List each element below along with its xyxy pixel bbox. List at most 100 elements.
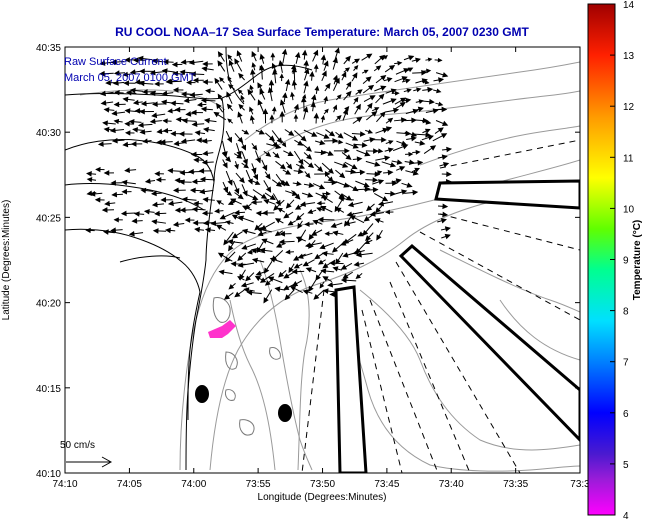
current-vector-head [379, 111, 386, 118]
current-vector-head [252, 194, 259, 201]
current-vector-head [227, 118, 233, 124]
annotation-line-1: Raw Surface Current [64, 56, 167, 68]
current-vector-head [329, 260, 335, 267]
current-vector-head [202, 196, 209, 203]
current-vector-head [337, 132, 344, 139]
current-vector-head [343, 220, 351, 227]
current-vector-head [372, 177, 379, 183]
current-vector-head [275, 242, 283, 248]
current-vector-head [149, 90, 156, 97]
current-vector-head [189, 92, 196, 98]
current-vector-head [191, 178, 198, 185]
current-vector-head [364, 239, 370, 245]
current-vector-head [272, 68, 278, 75]
current-vector-head [365, 235, 372, 242]
current-vector-head [344, 106, 350, 112]
current-vector-head [278, 239, 285, 245]
current-vector-head [241, 228, 248, 235]
current-vector-head [273, 204, 280, 211]
current-vector-head [257, 99, 263, 106]
y-tick-label: 40:15 [36, 384, 61, 395]
current-vector-head [287, 150, 294, 156]
current-vector-head [353, 261, 360, 267]
current-vector-head [340, 264, 348, 270]
current-vector-head [416, 87, 422, 93]
current-vector-head [159, 139, 166, 145]
current-vector-head [313, 49, 319, 56]
current-vector-head [249, 114, 255, 121]
current-vector-head [298, 158, 304, 165]
current-vector-head [179, 207, 186, 213]
current-vector-head [203, 117, 210, 124]
current-vector-head [344, 67, 351, 73]
current-vector-head [355, 251, 362, 258]
current-vector-head [173, 140, 180, 147]
current-vector-head [300, 135, 307, 142]
current-vector-head [335, 258, 341, 265]
current-vector-head [361, 142, 368, 148]
current-vector-head [425, 119, 432, 125]
y-tick-label: 40:35 [36, 43, 61, 54]
current-vector-head [357, 231, 364, 237]
current-vector-head [320, 149, 327, 156]
current-vector-head [355, 103, 361, 110]
current-vector-head [302, 289, 309, 295]
current-vector-head [249, 106, 254, 113]
current-vector-head [381, 137, 387, 143]
current-vector-head [86, 171, 92, 177]
current-vector-head [288, 130, 295, 136]
colorbar-tick-label: 12 [623, 102, 635, 113]
current-vector-head [293, 103, 299, 110]
current-vector-head [144, 178, 151, 184]
current-vector-head [446, 171, 452, 177]
current-vector-head [387, 117, 394, 123]
current-vector-head [196, 137, 202, 143]
current-vector-head [390, 190, 396, 197]
current-vector-head [214, 208, 220, 214]
current-vector-head [300, 96, 307, 103]
current-vector-head [137, 55, 144, 62]
current-vector-head [299, 201, 306, 207]
current-vector-head [110, 59, 117, 65]
current-vector-head [329, 291, 336, 298]
current-vector-head [172, 221, 179, 228]
current-vector-head [342, 273, 349, 279]
current-vector-head [128, 118, 135, 125]
current-vector-head [364, 151, 371, 157]
current-vector-head [205, 88, 211, 94]
current-vector-head [237, 193, 244, 200]
current-vector-head [228, 284, 235, 290]
current-vector-head [178, 179, 185, 185]
current-vector-head [142, 138, 148, 144]
current-vector-head [305, 172, 311, 179]
current-vector-head [407, 67, 414, 73]
current-vector-head [406, 88, 412, 94]
x-tick-label: 73:55 [246, 479, 271, 490]
current-vector-head [234, 188, 240, 195]
current-vector-head [260, 193, 268, 200]
current-vector-head [155, 176, 162, 183]
current-vector-head [113, 101, 120, 108]
current-vector-head [414, 167, 420, 173]
current-vector-head [353, 96, 359, 103]
current-vector-head [215, 224, 223, 230]
current-vector-head [124, 167, 130, 174]
current-vector-head [210, 220, 217, 227]
current-vector-head [334, 47, 340, 54]
current-vector-head [312, 219, 319, 225]
current-vector-head [427, 86, 434, 93]
current-vector-head [442, 72, 449, 78]
current-vector-head [231, 233, 239, 239]
current-vector-head [202, 61, 208, 67]
current-vector-head [322, 288, 329, 294]
current-vector-head [132, 127, 139, 133]
current-vector-head [401, 189, 408, 195]
current-vector-head [441, 106, 448, 113]
current-vector-head [154, 210, 160, 217]
current-vector-head [124, 57, 130, 63]
current-vector-head [237, 262, 244, 268]
current-vector-head [309, 71, 315, 77]
current-vector-head [190, 109, 197, 116]
current-vector-head [303, 80, 309, 87]
